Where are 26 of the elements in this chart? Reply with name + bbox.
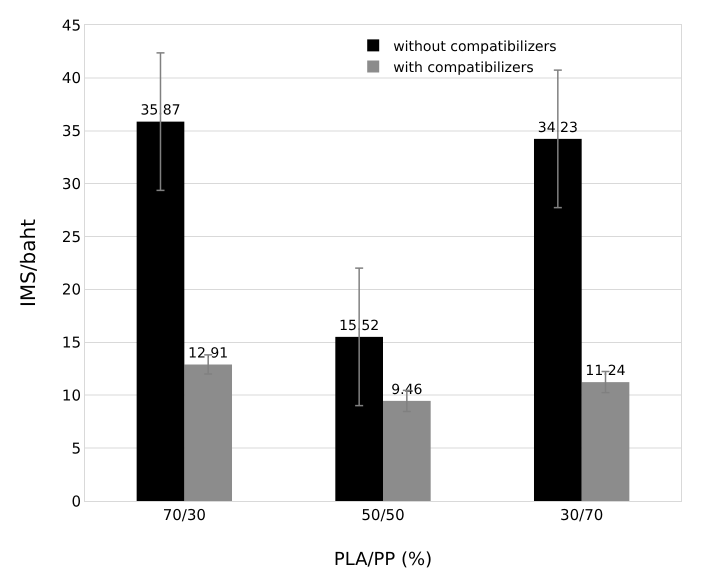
x-tick-label: 70/30	[162, 506, 206, 524]
x-tick-label: 30/70	[560, 506, 604, 524]
y-tick-label: 15	[62, 334, 81, 352]
y-tick-label: 20	[62, 280, 81, 299]
y-tick-label: 45	[62, 16, 81, 34]
bar	[136, 122, 184, 501]
legend-label: with compatibilizers	[393, 60, 534, 76]
data-label: 9.46	[391, 382, 422, 398]
data-label: 35.87	[140, 102, 181, 119]
x-tick-label: 50/50	[361, 506, 405, 524]
data-label: 12.91	[188, 345, 228, 362]
y-tick-label: 5	[71, 439, 81, 458]
y-tick-label: 25	[62, 228, 81, 246]
bar	[534, 138, 582, 501]
data-label: 34.23	[538, 120, 578, 136]
legend-label: without compatibilizers	[393, 38, 557, 55]
y-tick-label: 0	[71, 492, 81, 510]
y-tick-label: 40	[62, 69, 81, 88]
data-label: 11.24	[585, 363, 626, 380]
x-axis-title: PLA/PP (%)	[334, 549, 432, 570]
y-tick-label: 35	[62, 122, 81, 140]
y-tick-label: 10	[62, 386, 81, 404]
bar	[335, 336, 383, 501]
data-label: 15.52	[339, 318, 380, 334]
y-tick-label: 30	[62, 174, 81, 193]
y-axis-title: IMS/baht	[16, 218, 40, 308]
